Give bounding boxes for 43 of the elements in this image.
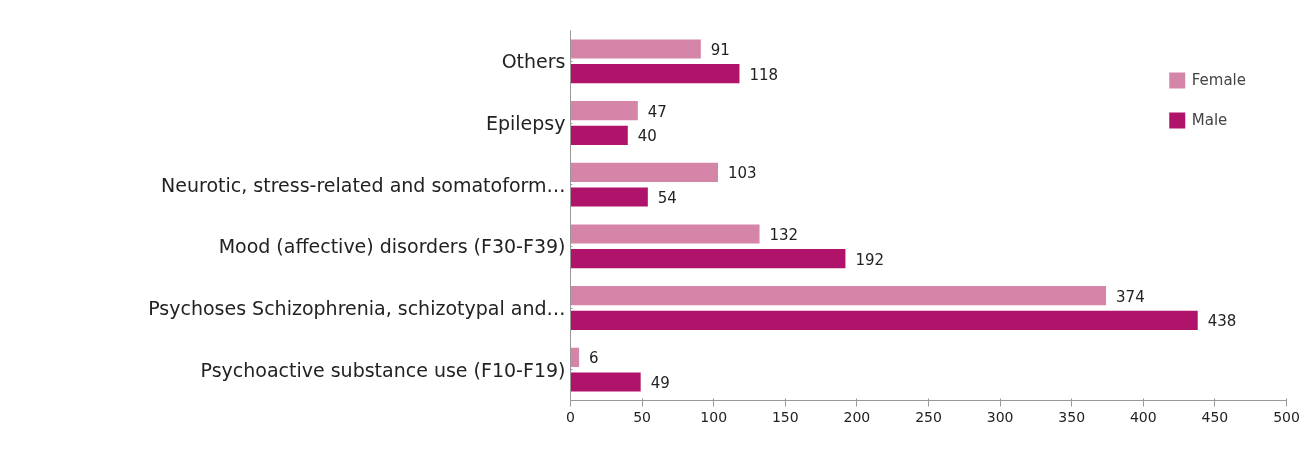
bar: [570, 187, 648, 207]
data-label: 192: [855, 250, 885, 269]
bar: [570, 286, 1107, 306]
data-label: 438: [1207, 312, 1237, 331]
bar: [570, 162, 718, 182]
legend-label: Male: [1191, 111, 1228, 129]
x-tick-label: 200: [843, 408, 871, 425]
x-tick-label: 300: [986, 408, 1014, 425]
data-label: 40: [637, 127, 657, 146]
x-tick-label: 150: [771, 408, 799, 425]
data-label: 132: [769, 226, 799, 244]
data-label: 49: [650, 374, 670, 392]
legend-label: Female: [1191, 71, 1246, 89]
bar: [570, 347, 580, 367]
data-label: 47: [647, 102, 667, 121]
bar: [570, 224, 760, 244]
bar: [570, 310, 1198, 330]
x-tick-label: 400: [1129, 408, 1157, 425]
x-tick-label: 450: [1201, 408, 1229, 425]
x-tick-label: 250: [915, 408, 942, 425]
bar: [570, 372, 641, 392]
data-label: 118: [749, 65, 779, 84]
y-tick-label: Neurotic, stress-related and somatoform…: [161, 173, 566, 196]
bar: [570, 64, 740, 84]
data-label: 103: [728, 164, 757, 183]
y-tick-label: Psychoactive substance use (F10-F19): [200, 358, 566, 381]
x-tick-label: 0: [566, 408, 575, 425]
data-label: 6: [589, 349, 599, 368]
bar: [570, 125, 628, 145]
bar: [570, 101, 638, 121]
x-tick-label: 500: [1273, 408, 1300, 425]
x-tick-label: 50: [633, 408, 652, 425]
data-label: 374: [1116, 287, 1145, 306]
y-tick-label: Others: [501, 50, 566, 73]
bar: [570, 39, 701, 59]
data-label: 91: [710, 41, 730, 59]
y-tick-label: Epilepsy: [485, 112, 566, 134]
bar: [570, 249, 846, 269]
x-tick-label: 100: [700, 408, 728, 425]
y-tick-label: Psychoses Schizophrenia, schizotypal and…: [148, 297, 566, 319]
y-tick-label: Mood (affective) disorders (F30-F39): [218, 235, 566, 258]
x-tick-label: 350: [1058, 408, 1086, 425]
data-label: 54: [657, 189, 677, 207]
